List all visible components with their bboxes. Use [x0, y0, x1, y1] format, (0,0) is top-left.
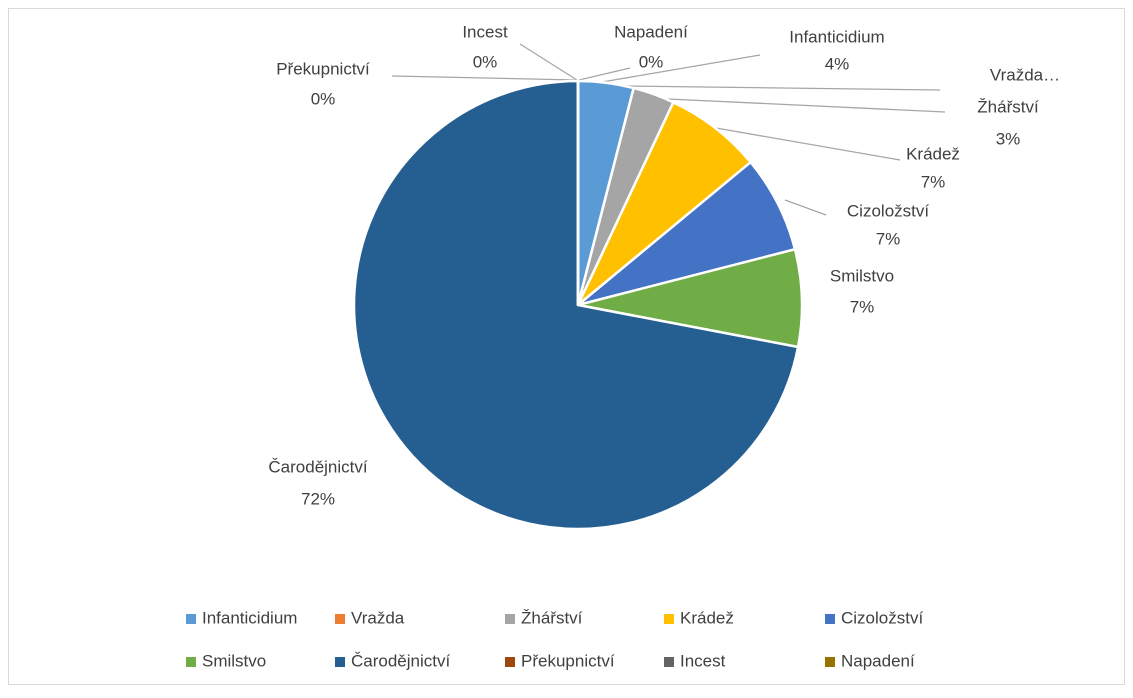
leader-line [391, 75, 578, 81]
data-label-value: 0% [473, 52, 498, 71]
data-label-name: Napadení [614, 22, 688, 41]
legend-label: Vražda [351, 608, 405, 627]
data-label-name: Žhářství [977, 97, 1039, 116]
data-label-value: 7% [876, 229, 901, 248]
leader-line [519, 43, 578, 81]
data-label-name: Vražda… [990, 65, 1060, 84]
legend-label: Cizoložství [841, 608, 923, 627]
legend-label: Čarodějnictví [351, 651, 450, 670]
data-label-value: 7% [850, 297, 875, 316]
legend-marker [505, 614, 515, 624]
legend-marker [505, 657, 515, 667]
data-label-value: 4% [825, 54, 850, 73]
legend-label: Překupnictví [521, 651, 615, 670]
legend-marker [664, 614, 674, 624]
legend-marker [335, 614, 345, 624]
pie-slice [352, 79, 800, 531]
leader-line [784, 199, 827, 216]
data-label-name: Čarodějnictví [268, 457, 367, 476]
data-label-name: Cizoložství [847, 201, 929, 220]
leader-line [601, 54, 761, 83]
legend-label: Krádež [680, 608, 734, 627]
data-label-name: Smilstvo [830, 266, 894, 285]
data-label-name: Incest [462, 22, 508, 41]
data-label-value: 3% [996, 129, 1021, 148]
data-label-value: 7% [921, 172, 946, 191]
leader-line [625, 85, 941, 91]
data-label-name: Infanticidium [789, 27, 884, 46]
data-label-value: 72% [301, 489, 335, 508]
legend-marker [186, 657, 196, 667]
legend-marker [825, 614, 835, 624]
data-label-name: Překupnictví [276, 59, 370, 78]
data-label-name: Krádež [906, 144, 960, 163]
legend-label: Žhářství [521, 608, 583, 627]
legend-marker [825, 657, 835, 667]
legend-marker [335, 657, 345, 667]
legend-label: Incest [680, 651, 726, 670]
legend-marker [186, 614, 196, 624]
data-label-value: 0% [311, 89, 336, 108]
leader-line [667, 98, 946, 113]
leader-line [715, 127, 901, 161]
legend-label: Smilstvo [202, 651, 266, 670]
legend-label: Napadení [841, 651, 915, 670]
data-label-value: 0% [639, 52, 664, 71]
legend-marker [664, 657, 674, 667]
leader-line [578, 67, 631, 81]
legend-label: Infanticidium [202, 608, 297, 627]
